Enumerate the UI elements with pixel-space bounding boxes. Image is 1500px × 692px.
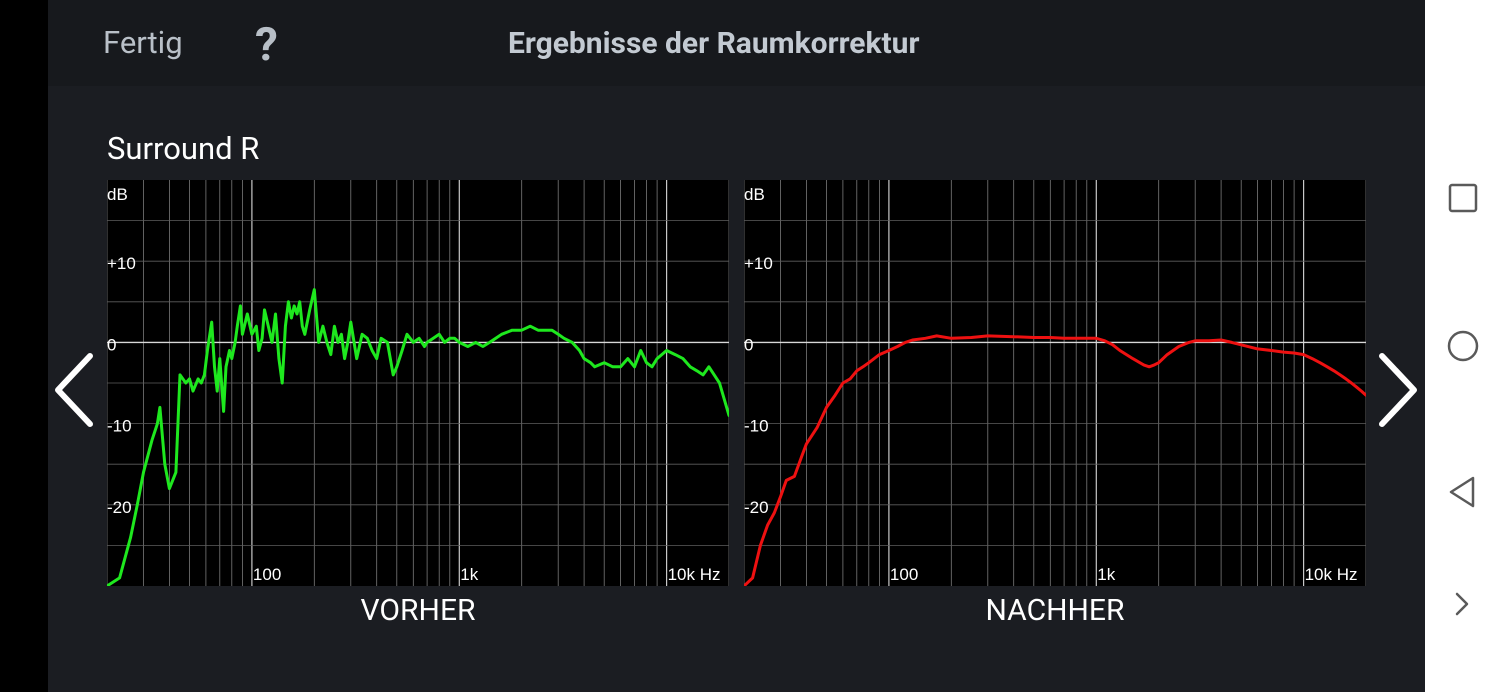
- chevron-right-icon: [1379, 353, 1417, 427]
- grid: [744, 180, 1366, 586]
- prev-speaker-button[interactable]: [52, 352, 96, 432]
- screen-edge: [0, 0, 48, 692]
- response-curve: [107, 288, 729, 586]
- y-tick-label: -20: [744, 498, 769, 517]
- x-tick-label: 10k Hz: [668, 565, 721, 584]
- header-bar: Fertig ? Ergebnisse der Raumkorrektur: [48, 0, 1425, 86]
- x-tick-label: 100: [253, 565, 281, 584]
- square-icon: [1448, 183, 1478, 213]
- y-tick-label: -10: [744, 417, 769, 436]
- chart-caption-after: NACHHER: [985, 593, 1125, 628]
- expand-nav-button[interactable]: [1441, 582, 1485, 626]
- help-button[interactable]: ?: [255, 18, 278, 72]
- x-tick-label: 10k Hz: [1305, 565, 1358, 584]
- y-tick-label: 0: [107, 335, 116, 354]
- speaker-name: Surround R: [107, 130, 260, 167]
- next-speaker-button[interactable]: [1376, 352, 1420, 432]
- x-tick-label: 100: [890, 565, 918, 584]
- home-button[interactable]: [1441, 324, 1485, 368]
- y-tick-label: +10: [744, 254, 773, 273]
- y-tick-label: dB: [744, 185, 765, 204]
- x-tick-label: 1k: [460, 565, 478, 584]
- chart-before: dB +10 0 -10 -20 100 1k 10k Hz: [107, 180, 729, 586]
- x-tick-label: 1k: [1097, 565, 1115, 584]
- frequency-response-plot: dB +10 0 -10 -20 100 1k 10k Hz: [107, 180, 729, 586]
- y-tick-label: -20: [107, 498, 132, 517]
- recent-apps-button[interactable]: [1441, 176, 1485, 220]
- circle-icon: [1447, 330, 1479, 362]
- triangle-back-icon: [1449, 476, 1475, 508]
- done-button[interactable]: Fertig: [103, 24, 183, 61]
- android-nav-bar: [1425, 0, 1500, 692]
- back-button[interactable]: [1441, 470, 1485, 514]
- chevron-right-icon: [1455, 592, 1469, 616]
- y-tick-label: +10: [107, 254, 136, 273]
- grid: [107, 180, 729, 586]
- chart-after: dB +10 0 -10 -20 100 1k 10k Hz: [744, 180, 1366, 586]
- frequency-response-plot: dB +10 0 -10 -20 100 1k 10k Hz: [744, 180, 1366, 586]
- page-title: Ergebnisse der Raumkorrektur: [508, 26, 920, 61]
- app-window: Fertig ? Ergebnisse der Raumkorrektur Su…: [48, 0, 1425, 692]
- y-tick-label: dB: [107, 185, 128, 204]
- chevron-left-icon: [55, 353, 93, 427]
- y-tick-label: 0: [744, 335, 753, 354]
- chart-caption-before: VORHER: [360, 593, 476, 628]
- y-tick-label: -10: [107, 417, 132, 436]
- response-curve: [744, 334, 1366, 586]
